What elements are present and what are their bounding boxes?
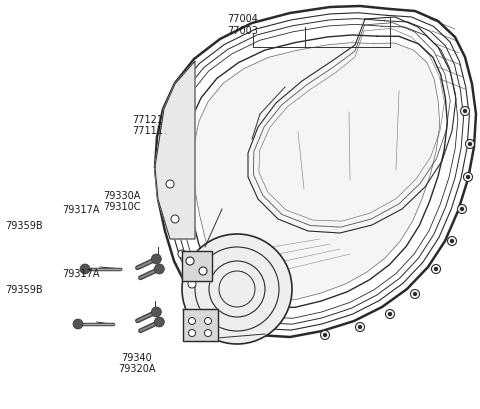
Polygon shape (155, 62, 195, 239)
Circle shape (151, 307, 161, 317)
Text: 79340
79320A: 79340 79320A (118, 352, 156, 373)
Circle shape (80, 264, 90, 274)
Circle shape (155, 264, 164, 274)
Circle shape (457, 205, 467, 214)
Circle shape (188, 280, 196, 288)
Circle shape (413, 293, 417, 296)
Circle shape (359, 326, 361, 329)
Circle shape (466, 140, 475, 149)
Circle shape (451, 240, 454, 243)
Circle shape (385, 310, 395, 319)
Circle shape (155, 317, 164, 327)
Circle shape (204, 330, 212, 337)
Circle shape (178, 250, 186, 258)
Circle shape (464, 173, 472, 182)
Text: 77004
77003: 77004 77003 (227, 14, 258, 36)
Text: 79330A
79310C: 79330A 79310C (103, 190, 141, 212)
Circle shape (171, 216, 179, 223)
Circle shape (73, 319, 83, 329)
Circle shape (189, 318, 195, 325)
Circle shape (464, 110, 467, 113)
Circle shape (324, 334, 326, 337)
Polygon shape (193, 44, 440, 300)
Circle shape (388, 313, 392, 316)
Circle shape (434, 268, 437, 271)
Circle shape (356, 323, 364, 332)
Circle shape (467, 176, 469, 179)
Circle shape (189, 330, 195, 337)
Text: 79359B: 79359B (5, 220, 42, 230)
Text: 79359B: 79359B (5, 284, 42, 294)
Circle shape (151, 254, 161, 264)
Circle shape (199, 267, 207, 275)
Circle shape (460, 208, 464, 211)
Polygon shape (183, 309, 218, 341)
Circle shape (410, 290, 420, 299)
Text: 79317A: 79317A (62, 204, 100, 214)
Text: 79317A: 79317A (62, 268, 100, 278)
Polygon shape (182, 252, 212, 281)
Circle shape (468, 143, 471, 146)
Circle shape (166, 180, 174, 189)
Circle shape (432, 265, 441, 274)
Circle shape (321, 331, 329, 339)
Text: 77121
77111: 77121 77111 (132, 115, 163, 136)
Circle shape (460, 107, 469, 116)
Circle shape (183, 236, 291, 343)
Circle shape (186, 257, 194, 265)
Circle shape (447, 237, 456, 246)
Circle shape (204, 318, 212, 325)
